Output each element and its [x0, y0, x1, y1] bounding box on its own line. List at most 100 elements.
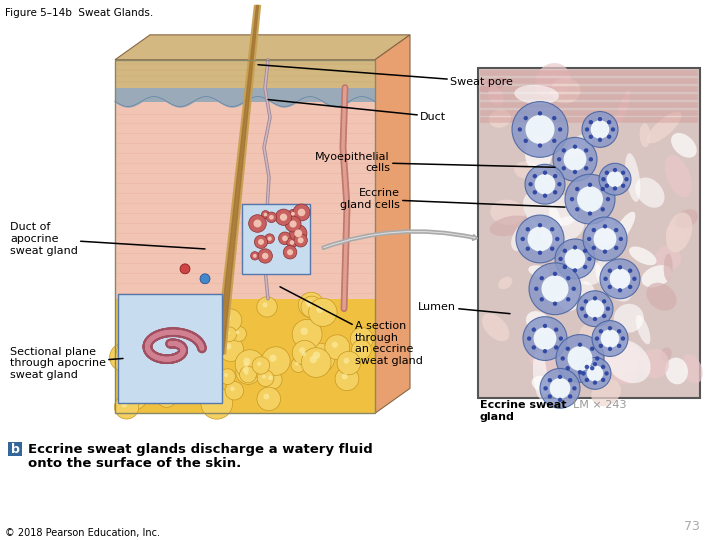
Ellipse shape — [612, 212, 635, 245]
Text: Eccrine sweat glands discharge a watery fluid: Eccrine sweat glands discharge a watery … — [28, 443, 373, 456]
Circle shape — [132, 325, 153, 345]
Ellipse shape — [531, 376, 560, 394]
Circle shape — [114, 395, 139, 419]
Circle shape — [553, 137, 597, 181]
Circle shape — [601, 377, 606, 382]
Circle shape — [566, 347, 570, 351]
Circle shape — [230, 387, 235, 391]
Text: Duct: Duct — [268, 99, 446, 122]
Circle shape — [573, 145, 577, 149]
Circle shape — [297, 237, 304, 244]
Circle shape — [602, 314, 606, 318]
Circle shape — [566, 297, 570, 301]
Circle shape — [521, 237, 525, 241]
Circle shape — [577, 342, 582, 347]
Circle shape — [219, 309, 242, 332]
Circle shape — [553, 174, 557, 178]
Circle shape — [589, 120, 593, 124]
Circle shape — [261, 347, 290, 375]
Circle shape — [199, 353, 218, 373]
Circle shape — [617, 343, 621, 348]
Circle shape — [562, 166, 566, 171]
Circle shape — [197, 308, 202, 313]
Ellipse shape — [591, 379, 621, 406]
Circle shape — [624, 177, 629, 181]
Circle shape — [618, 288, 622, 293]
Circle shape — [244, 362, 248, 367]
Circle shape — [253, 220, 261, 227]
Circle shape — [171, 336, 179, 344]
Circle shape — [261, 211, 269, 219]
Circle shape — [608, 347, 612, 351]
Polygon shape — [115, 299, 375, 413]
Ellipse shape — [490, 215, 531, 236]
Circle shape — [583, 217, 627, 261]
Ellipse shape — [666, 225, 686, 242]
Circle shape — [351, 327, 373, 350]
Ellipse shape — [588, 315, 611, 329]
Circle shape — [554, 327, 559, 332]
Circle shape — [607, 134, 611, 139]
Circle shape — [163, 328, 194, 359]
Ellipse shape — [514, 161, 541, 179]
Text: Eccrine sweat
gland: Eccrine sweat gland — [480, 400, 567, 422]
Text: Figure 5–14b  Sweat Glands.: Figure 5–14b Sweat Glands. — [5, 8, 153, 18]
Circle shape — [198, 315, 203, 321]
Circle shape — [584, 166, 588, 171]
Circle shape — [605, 184, 609, 188]
Circle shape — [602, 299, 606, 303]
Circle shape — [572, 287, 576, 291]
Ellipse shape — [666, 212, 693, 252]
Ellipse shape — [647, 112, 681, 143]
Circle shape — [595, 336, 599, 341]
Circle shape — [218, 336, 243, 361]
Circle shape — [167, 389, 172, 395]
Ellipse shape — [490, 200, 525, 225]
Circle shape — [538, 251, 542, 255]
Circle shape — [548, 394, 552, 399]
Circle shape — [294, 230, 302, 237]
Circle shape — [585, 364, 589, 369]
Text: © 2018 Pearson Education, Inc.: © 2018 Pearson Education, Inc. — [5, 528, 160, 538]
Circle shape — [549, 378, 570, 399]
Circle shape — [572, 386, 577, 390]
Circle shape — [297, 347, 315, 365]
Ellipse shape — [615, 91, 630, 129]
Circle shape — [550, 247, 554, 251]
Circle shape — [244, 370, 248, 375]
Circle shape — [562, 265, 567, 269]
Circle shape — [603, 224, 607, 228]
Ellipse shape — [554, 377, 581, 402]
Ellipse shape — [665, 357, 688, 384]
Circle shape — [262, 253, 269, 259]
Circle shape — [180, 264, 190, 274]
Circle shape — [587, 237, 591, 241]
Text: LM × 243: LM × 243 — [573, 400, 626, 410]
Circle shape — [351, 340, 372, 360]
Circle shape — [598, 343, 603, 348]
Circle shape — [309, 298, 337, 327]
Circle shape — [168, 375, 184, 391]
Ellipse shape — [665, 155, 692, 198]
Circle shape — [606, 307, 610, 311]
Circle shape — [577, 291, 613, 327]
Circle shape — [289, 240, 294, 245]
Circle shape — [531, 327, 536, 332]
Ellipse shape — [488, 86, 503, 105]
Circle shape — [153, 316, 160, 323]
Ellipse shape — [671, 133, 697, 158]
Circle shape — [257, 362, 261, 366]
Ellipse shape — [567, 134, 592, 159]
Circle shape — [257, 387, 281, 410]
Ellipse shape — [635, 178, 665, 208]
Ellipse shape — [549, 195, 578, 226]
Circle shape — [575, 187, 580, 191]
Circle shape — [544, 386, 548, 390]
Circle shape — [604, 371, 608, 376]
Circle shape — [146, 309, 172, 335]
Circle shape — [302, 352, 306, 356]
Ellipse shape — [598, 338, 632, 372]
Circle shape — [559, 336, 563, 341]
Circle shape — [614, 246, 618, 250]
Circle shape — [235, 350, 264, 379]
